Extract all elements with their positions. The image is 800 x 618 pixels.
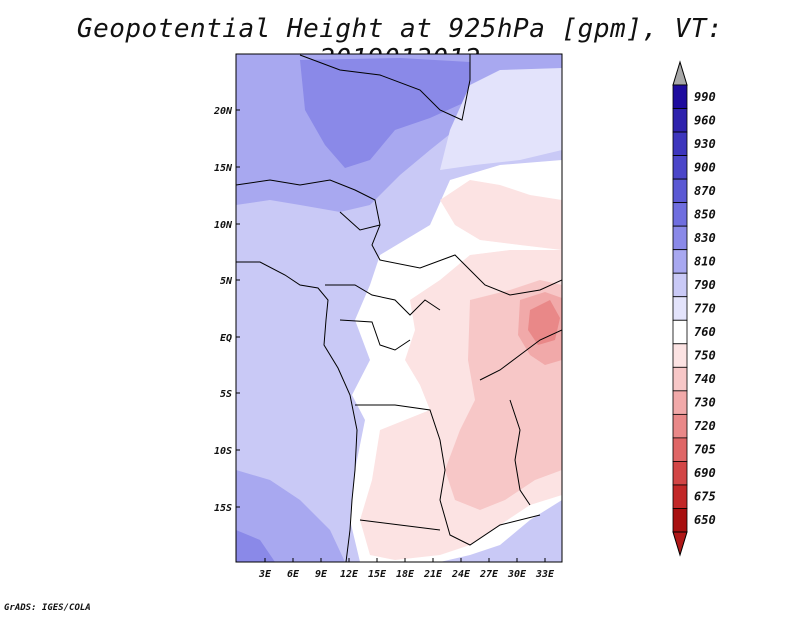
colorbar-label: 830 [694,231,716,245]
colorbar-cells [672,84,688,533]
colorbar-cell [672,366,688,392]
map-frame [235,53,563,563]
lon-label: 15E [368,569,387,580]
field-southwest-810 [236,470,345,562]
border-c [339,319,411,351]
footer-credit: GrADS: IGES/COLA [4,603,91,613]
field-northwest-810 [236,54,300,160]
lon-label: 9E [315,569,328,580]
colorbar-cell [672,155,688,180]
colorbar-cell [672,343,688,368]
colorbar-labels: 990 960 930 900 870 850 830 810 790 770 760 750 740 7… [694,90,716,527]
lon-label: 3E [258,569,272,580]
latitude-labels: 20N 15N 10N 5N EQ 5S 10S 15S [213,106,233,514]
lat-label: 15S [214,503,232,514]
colorbar-cell [672,413,688,439]
field-750-north [440,180,562,250]
colorbar-label: 900 [694,160,716,174]
colorbar-bottom-arrow [672,531,688,557]
colorbar-label: 790 [694,278,716,292]
colorbar-label: 720 [694,419,716,433]
lon-label: 33E [535,569,555,580]
lon-label: 30E [507,569,527,580]
lat-label: 10S [214,446,232,457]
border-north [299,54,471,121]
border-sahel [236,179,562,296]
colorbar-label: 650 [694,513,716,527]
lon-label: 21E [423,569,443,580]
lon-label: 18E [396,569,415,580]
colorbar-label: 730 [694,396,716,410]
colorbar-cell [672,249,688,274]
coastline [236,261,358,562]
colorbar-label: 990 [694,90,716,104]
colorbar-cell [672,319,688,345]
field-720 [528,300,560,345]
boundaries [236,54,562,562]
lat-label: EQ [220,333,232,344]
height-field [236,54,562,562]
colorbar-label: 750 [694,349,716,363]
colorbar-cell [672,131,688,156]
border-a [339,211,381,231]
colorbar-label: 690 [694,466,716,480]
colorbar-cell [672,390,688,415]
lat-label: 5N [220,276,233,287]
colorbar-cell [672,202,688,227]
colorbar-cell [672,437,688,462]
lon-label: 24E [451,569,471,580]
colorbar-label: 850 [694,207,716,221]
colorbar-cell [672,296,688,321]
longitude-ticks [264,558,546,562]
colorbar-label: 760 [694,325,716,339]
lon-label: 6E [287,569,300,580]
field-north-830 [300,58,470,168]
colorbar-cell [672,461,688,486]
colorbar-label: 960 [694,113,716,127]
border-e [479,329,562,381]
lat-label: 15N [214,163,233,174]
lon-label: 27E [479,569,499,580]
border-g [359,519,441,531]
latitude-ticks [236,109,240,508]
colorbar-cell [672,84,688,109]
colorbar-cell [672,508,688,533]
colorbar-label: 870 [694,184,716,198]
lat-label: 5S [220,389,232,400]
colorbar-label: 675 [694,490,716,504]
field-southwest-830 [236,530,275,562]
colorbar-top-arrow [672,60,688,86]
lat-label: 20N [213,106,233,117]
colorbar-label: 740 [694,372,716,386]
colorbar-cell [672,108,688,133]
colorbar: 990 960 930 900 870 850 830 810 790 770 760 750 740 7… [672,60,716,557]
lon-label: 12E [340,569,359,580]
field-northeast-770 [440,68,562,170]
border-f [509,399,531,506]
colorbar-cell [672,272,688,298]
colorbar-label: 930 [694,137,716,151]
colorbar-label: 810 [694,254,716,268]
lat-label: 10N [214,220,233,231]
colorbar-cell [672,178,688,204]
border-d [355,404,541,546]
colorbar-label: 770 [694,302,716,316]
colorbar-cell [672,225,688,251]
border-b [325,284,441,316]
longitude-labels: 3E 6E 9E 12E 15E 18E 21E 24E 27E 30E 33E [258,569,555,580]
colorbar-cell [672,484,688,509]
colorbar-label: 705 [694,443,716,457]
